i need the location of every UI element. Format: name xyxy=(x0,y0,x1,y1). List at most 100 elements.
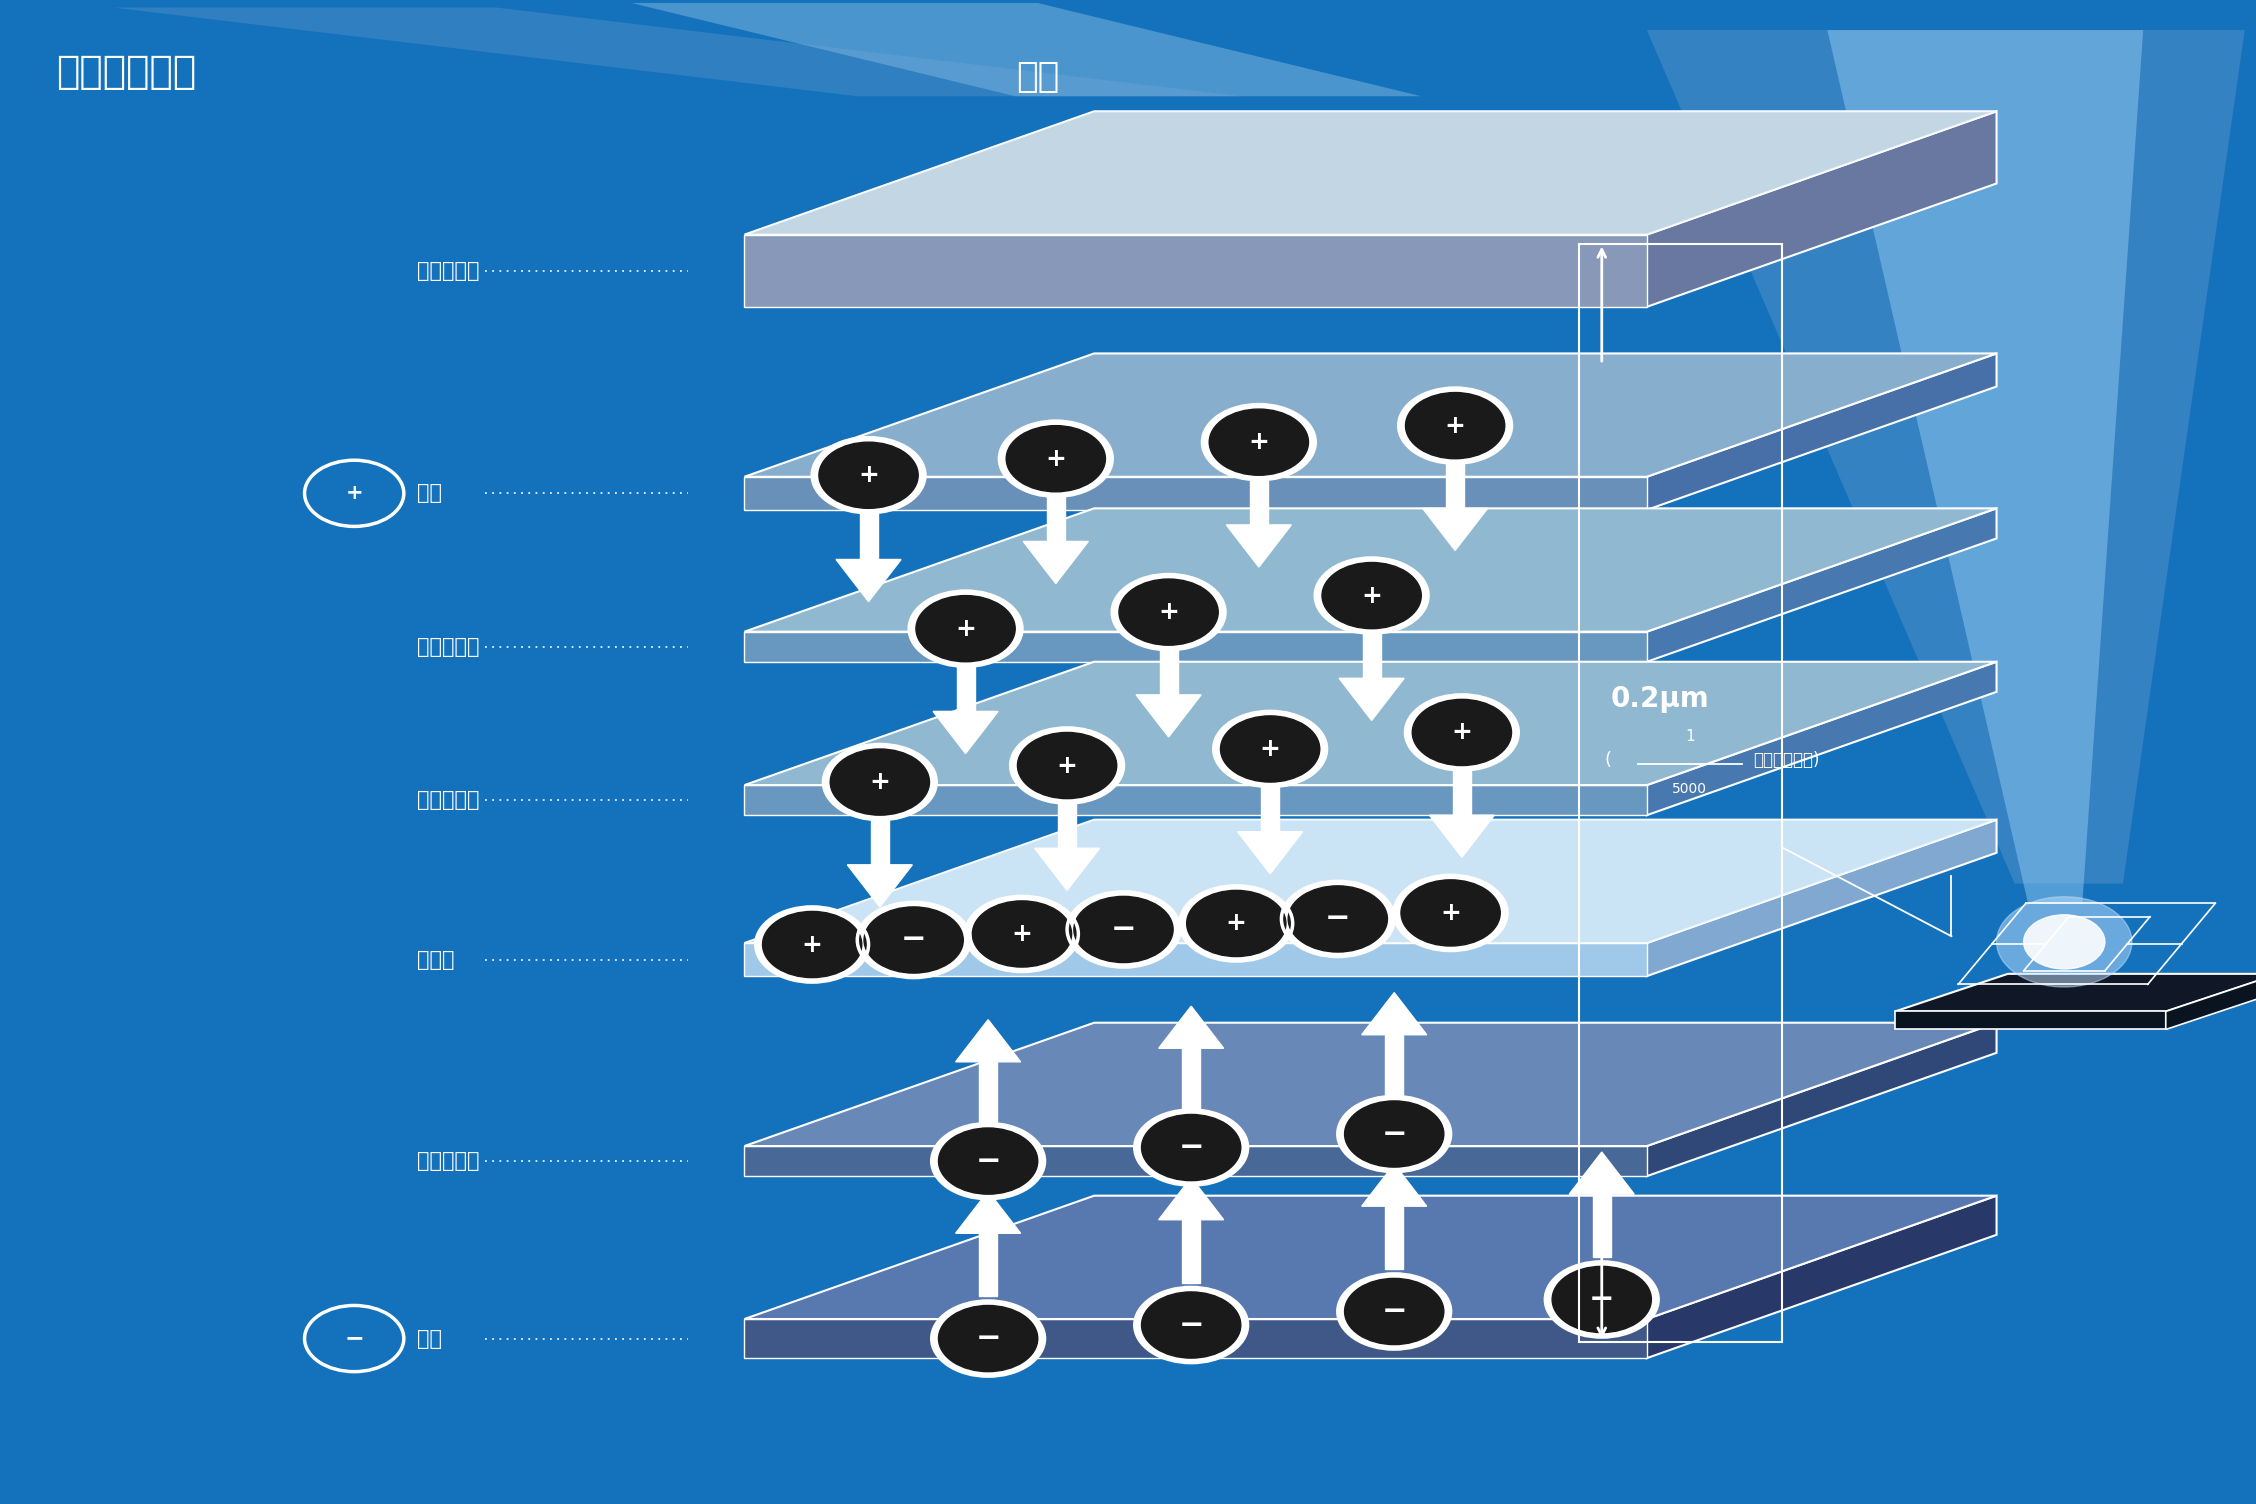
Polygon shape xyxy=(1647,111,1997,307)
Polygon shape xyxy=(848,865,911,907)
Polygon shape xyxy=(1647,508,1997,662)
Circle shape xyxy=(938,1128,1038,1194)
Polygon shape xyxy=(1827,30,2143,904)
Circle shape xyxy=(1006,426,1105,492)
Polygon shape xyxy=(1593,1194,1611,1257)
Text: +: + xyxy=(1225,911,1248,935)
Polygon shape xyxy=(1160,647,1178,695)
Polygon shape xyxy=(1385,1035,1403,1098)
Polygon shape xyxy=(837,559,900,602)
Text: +: + xyxy=(869,770,891,794)
Text: −: − xyxy=(1381,1296,1408,1327)
Polygon shape xyxy=(744,1146,1647,1176)
Circle shape xyxy=(1545,1262,1658,1337)
Polygon shape xyxy=(1340,678,1403,720)
Polygon shape xyxy=(744,235,1647,307)
Text: +: + xyxy=(1444,414,1466,438)
Circle shape xyxy=(972,901,1072,967)
Polygon shape xyxy=(1647,30,2245,884)
Circle shape xyxy=(857,902,970,978)
Polygon shape xyxy=(744,353,1997,477)
Text: +: + xyxy=(1011,922,1033,946)
Circle shape xyxy=(1017,732,1117,799)
Circle shape xyxy=(932,1123,1045,1199)
Text: +: + xyxy=(857,463,880,487)
Text: +: + xyxy=(1360,584,1383,608)
Polygon shape xyxy=(1647,353,1997,510)
Polygon shape xyxy=(1239,832,1302,874)
Text: 正孔注入層: 正孔注入層 xyxy=(417,636,481,657)
Text: 5000: 5000 xyxy=(1672,782,1708,796)
Circle shape xyxy=(966,896,1078,972)
Polygon shape xyxy=(957,663,975,711)
Text: −: − xyxy=(1178,1310,1205,1340)
Polygon shape xyxy=(934,711,997,754)
Polygon shape xyxy=(1024,541,1087,584)
Polygon shape xyxy=(957,1020,1020,1062)
Polygon shape xyxy=(1895,975,2256,1011)
Polygon shape xyxy=(1036,848,1099,890)
Polygon shape xyxy=(744,632,1647,662)
Polygon shape xyxy=(1160,1006,1223,1048)
Text: ミリメートル): ミリメートル) xyxy=(1753,750,1818,769)
Polygon shape xyxy=(1895,1011,2166,1029)
Polygon shape xyxy=(979,1233,997,1296)
Polygon shape xyxy=(632,3,1421,96)
Circle shape xyxy=(1288,886,1387,952)
Polygon shape xyxy=(2166,975,2256,1029)
Polygon shape xyxy=(744,1023,1997,1146)
Text: ガラス基洿: ガラス基洿 xyxy=(417,260,481,281)
Polygon shape xyxy=(860,511,878,559)
Circle shape xyxy=(1997,896,2132,987)
Polygon shape xyxy=(1647,1023,1997,1176)
Circle shape xyxy=(1405,695,1518,770)
Circle shape xyxy=(1405,393,1505,459)
Circle shape xyxy=(1315,558,1428,633)
Polygon shape xyxy=(1647,820,1997,976)
Polygon shape xyxy=(744,477,1647,510)
Circle shape xyxy=(1345,1101,1444,1167)
Text: +: + xyxy=(954,617,977,641)
Text: −: − xyxy=(1178,1133,1205,1163)
Text: −: − xyxy=(975,1146,1002,1176)
Polygon shape xyxy=(1424,508,1487,550)
Text: 正孔輸送層: 正孔輸送層 xyxy=(417,790,481,811)
Text: 陽極: 陽極 xyxy=(417,483,442,504)
Polygon shape xyxy=(871,817,889,865)
Polygon shape xyxy=(1363,1164,1426,1206)
Circle shape xyxy=(1322,562,1421,629)
Text: −: − xyxy=(1588,1284,1615,1314)
Circle shape xyxy=(1345,1278,1444,1345)
Text: 発光層: 発光層 xyxy=(417,949,456,970)
Circle shape xyxy=(1067,892,1180,967)
Polygon shape xyxy=(1250,477,1268,525)
Text: +: + xyxy=(1248,430,1270,454)
Polygon shape xyxy=(1182,1048,1200,1111)
Circle shape xyxy=(1011,728,1123,803)
Polygon shape xyxy=(744,111,1997,235)
Circle shape xyxy=(1214,711,1327,787)
Text: +: + xyxy=(1259,737,1281,761)
Polygon shape xyxy=(1363,630,1381,678)
Polygon shape xyxy=(744,820,1997,943)
Text: +: + xyxy=(1439,901,1462,925)
Circle shape xyxy=(864,907,963,973)
Circle shape xyxy=(1338,1274,1451,1349)
Polygon shape xyxy=(1647,662,1997,815)
Text: 0.2μm: 0.2μm xyxy=(1611,686,1710,713)
Polygon shape xyxy=(1570,1152,1633,1194)
Circle shape xyxy=(1209,409,1308,475)
Polygon shape xyxy=(1047,493,1065,541)
Circle shape xyxy=(1112,575,1225,650)
Circle shape xyxy=(1119,579,1218,645)
Circle shape xyxy=(999,421,1112,496)
Circle shape xyxy=(1074,896,1173,963)
Polygon shape xyxy=(744,662,1997,785)
Text: +: + xyxy=(1157,600,1180,624)
Circle shape xyxy=(1135,1110,1248,1185)
Polygon shape xyxy=(744,820,1997,943)
Polygon shape xyxy=(744,1319,1647,1358)
Polygon shape xyxy=(1261,784,1279,832)
Text: −: − xyxy=(1381,1119,1408,1149)
Text: −: − xyxy=(900,925,927,955)
